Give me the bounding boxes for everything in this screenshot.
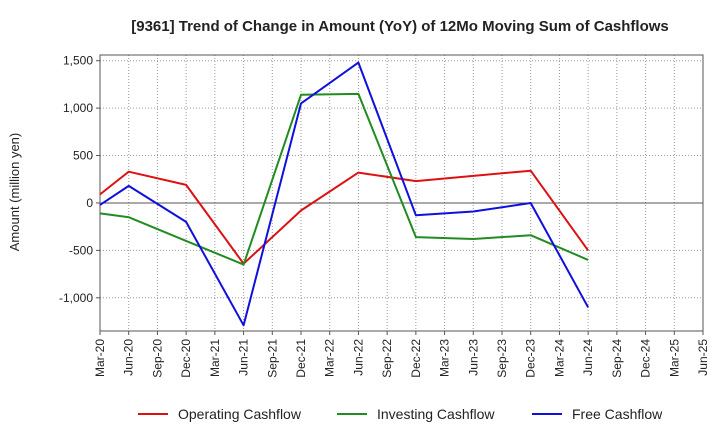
x-tick-label: Dec-20	[179, 339, 193, 378]
x-tick-label: Jun-24	[581, 339, 595, 376]
y-tick-label: 1,500	[63, 54, 93, 68]
x-tick-label: Sep-23	[495, 339, 509, 378]
y-tick-label: 0	[86, 196, 93, 210]
x-axis-ticks: Mar-20 Jun-20 Sep-20 Dec-20 Mar-21 Jun-21 Sep-…	[93, 331, 710, 378]
x-tick-label: Jun-23	[466, 339, 480, 376]
y-tick-label: -500	[69, 243, 93, 257]
x-tick-label: Sep-21	[265, 339, 279, 378]
legend: Operating Cashflow Investing Cashflow Free…	[138, 406, 663, 422]
chart-title: [9361] Trend of Change in Amount (YoY) o…	[131, 18, 669, 35]
x-tick-label: Sep-20	[150, 339, 164, 378]
series-line-operating-cashflow	[99, 169, 589, 265]
x-tick-label: Mar-23	[438, 339, 452, 377]
x-tick-label: Sep-24	[610, 339, 624, 378]
series-lines	[99, 61, 589, 327]
x-tick-label: Sep-22	[380, 339, 394, 378]
y-tick-label: -1,000	[59, 291, 93, 305]
y-axis-label: Amount (million yen)	[7, 133, 22, 252]
y-tick-label: 1,000	[63, 101, 93, 115]
y-axis-ticks: 1,500 1,000 500 0 -500 -1,000	[59, 54, 100, 305]
x-tick-label: Dec-21	[294, 339, 308, 378]
x-tick-label: Mar-21	[208, 339, 222, 377]
x-tick-label: Jun-22	[351, 339, 365, 376]
plot-area-frame	[99, 54, 704, 332]
legend-label: Investing Cashflow	[377, 406, 495, 422]
grid	[99, 55, 704, 331]
x-tick-label: Dec-24	[639, 339, 653, 378]
legend-label: Free Cashflow	[572, 406, 663, 422]
y-tick-label: 500	[73, 149, 93, 163]
legend-label: Operating Cashflow	[178, 406, 302, 422]
x-tick-label: Jun-20	[122, 339, 136, 376]
x-tick-label: Jun-25	[696, 339, 710, 376]
x-tick-label: Dec-22	[409, 339, 423, 378]
x-tick-label: Mar-25	[667, 339, 681, 377]
series-line-investing-cashflow	[99, 92, 589, 266]
x-tick-label: Mar-22	[323, 339, 337, 377]
x-tick-label: Jun-21	[237, 339, 251, 376]
x-tick-label: Mar-24	[552, 339, 566, 377]
x-tick-label: Dec-23	[524, 339, 538, 378]
x-tick-label: Mar-20	[93, 339, 107, 377]
series-line-free-cashflow	[99, 61, 589, 327]
